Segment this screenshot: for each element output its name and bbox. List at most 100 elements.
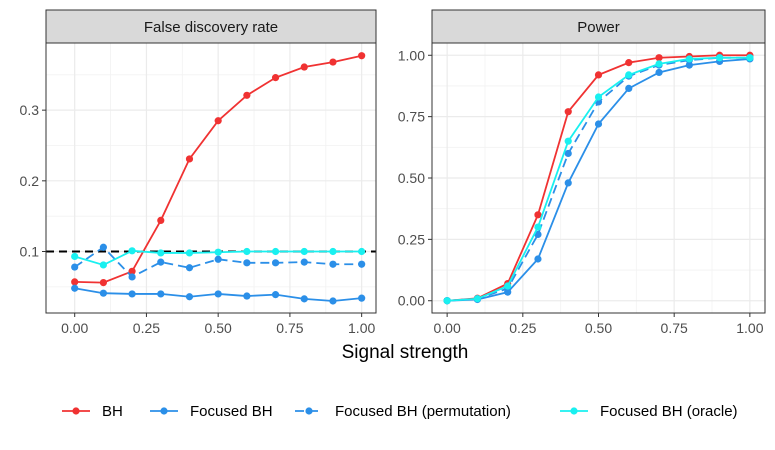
data-point bbox=[300, 63, 308, 71]
data-point bbox=[185, 264, 194, 272]
x-tick-label: 0.25 bbox=[133, 320, 160, 336]
data-point bbox=[625, 84, 633, 93]
data-point bbox=[534, 230, 542, 239]
data-point bbox=[564, 149, 572, 158]
legend-key-point bbox=[72, 407, 80, 415]
x-axis: 0.00 0.25 0.50 0.75 1.00 bbox=[61, 313, 375, 336]
panel-fdr: False discovery rate 0.10.20.3 0.00 0.25 0… bbox=[20, 9, 377, 336]
data-point bbox=[300, 247, 308, 256]
data-point bbox=[185, 249, 194, 257]
data-point bbox=[243, 247, 251, 256]
y-tick-label: 0.3 bbox=[20, 102, 40, 118]
data-point bbox=[358, 294, 366, 302]
data-point bbox=[534, 255, 542, 263]
y-tick-label: 0.50 bbox=[398, 170, 425, 186]
legend-label: Focused BH (oracle) bbox=[600, 403, 738, 420]
data-point bbox=[243, 292, 251, 300]
x-axis-title: Signal strength bbox=[342, 342, 469, 363]
data-point bbox=[685, 55, 693, 63]
legend-key-point bbox=[305, 407, 313, 415]
data-point bbox=[655, 60, 663, 68]
data-point bbox=[128, 267, 136, 275]
data-point bbox=[625, 59, 633, 67]
plot-background bbox=[46, 43, 376, 313]
data-point bbox=[128, 273, 136, 281]
data-point bbox=[329, 260, 337, 268]
data-point bbox=[534, 211, 542, 219]
data-point bbox=[99, 243, 107, 251]
data-point bbox=[157, 258, 165, 266]
data-point bbox=[185, 155, 194, 163]
strip-background bbox=[45, 9, 377, 44]
data-point bbox=[534, 223, 542, 231]
legend-label: Focused BH bbox=[190, 403, 273, 420]
data-point bbox=[625, 71, 633, 79]
data-point bbox=[564, 179, 572, 187]
series-group bbox=[71, 52, 366, 305]
data-point bbox=[185, 293, 194, 301]
data-point bbox=[71, 252, 79, 261]
data-point bbox=[564, 108, 572, 116]
series-line bbox=[74, 246, 362, 279]
data-point bbox=[157, 290, 165, 298]
grid-lines bbox=[432, 43, 765, 313]
data-point bbox=[358, 247, 366, 256]
data-point bbox=[214, 290, 222, 298]
y-axis: 0.00 0.25 0.50 0.75 1.00 bbox=[398, 47, 432, 309]
data-point bbox=[655, 68, 663, 77]
strip-background bbox=[431, 9, 766, 44]
data-point bbox=[99, 279, 107, 287]
data-point bbox=[214, 248, 222, 256]
legend-label: BH bbox=[102, 403, 123, 420]
y-tick-label: 0.75 bbox=[398, 109, 425, 125]
x-tick-label: 0.00 bbox=[61, 320, 88, 336]
data-point bbox=[128, 247, 136, 255]
data-point bbox=[564, 137, 572, 145]
data-point bbox=[71, 284, 79, 292]
data-point bbox=[358, 52, 366, 60]
y-tick-label: 1.00 bbox=[398, 47, 425, 63]
data-point bbox=[443, 297, 451, 305]
x-tick-label: 0.50 bbox=[585, 320, 612, 336]
data-point bbox=[214, 255, 222, 263]
y-tick-label: 0.25 bbox=[398, 231, 425, 247]
x-tick-label: 1.00 bbox=[348, 320, 375, 336]
panel-power: Power 0.00 0.25 0.50 0.75 1.00 0.00 0.25 0.50 0… bbox=[398, 9, 766, 336]
data-point bbox=[504, 282, 512, 290]
legend-label: Focused BH (permutation) bbox=[335, 403, 511, 420]
legend: BH Focused BH Focused BH (permutation) Focu… bbox=[62, 403, 738, 420]
y-tick-label: 0.2 bbox=[20, 173, 40, 189]
data-point bbox=[594, 71, 603, 79]
x-tick-label: 1.00 bbox=[736, 320, 763, 336]
data-point bbox=[157, 216, 165, 225]
data-point bbox=[271, 291, 280, 299]
data-point bbox=[300, 258, 308, 266]
data-point bbox=[329, 247, 337, 256]
data-point bbox=[329, 58, 337, 66]
data-point bbox=[746, 54, 754, 62]
data-point bbox=[358, 260, 366, 268]
data-point bbox=[157, 249, 165, 257]
legend-key-point bbox=[570, 407, 578, 415]
x-axis: 0.00 0.25 0.50 0.75 1.00 bbox=[434, 313, 764, 336]
x-tick-label: 0.75 bbox=[276, 320, 303, 336]
data-point bbox=[271, 74, 280, 82]
x-tick-label: 0.50 bbox=[205, 320, 232, 336]
data-point bbox=[128, 290, 136, 298]
data-point bbox=[271, 247, 280, 256]
legend-key-point bbox=[160, 407, 168, 415]
data-point bbox=[243, 259, 251, 267]
data-point bbox=[655, 54, 663, 62]
y-tick-label: 0.1 bbox=[20, 244, 40, 260]
y-axis: 0.1 0.2 0.3 bbox=[20, 102, 46, 260]
y-tick-label: 0.00 bbox=[398, 293, 425, 309]
x-tick-label: 0.25 bbox=[509, 320, 536, 336]
strip-title-power: Power bbox=[577, 19, 620, 36]
x-tick-label: 0.75 bbox=[661, 320, 688, 336]
strip-title-fdr: False discovery rate bbox=[144, 19, 278, 36]
data-point bbox=[271, 259, 280, 267]
data-point bbox=[473, 295, 482, 303]
data-point bbox=[71, 263, 79, 271]
data-point bbox=[214, 117, 222, 125]
